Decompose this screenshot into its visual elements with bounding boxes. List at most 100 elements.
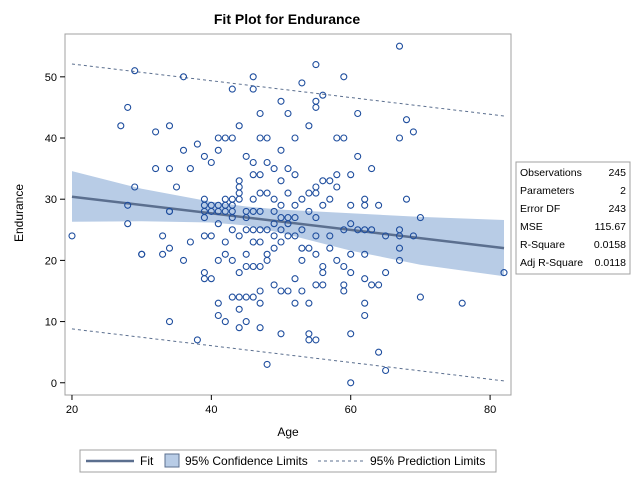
data-point	[242, 152, 250, 160]
data-point	[305, 336, 313, 344]
data-point	[340, 134, 348, 142]
data-point	[361, 201, 369, 209]
data-point	[186, 165, 194, 173]
data-point	[152, 128, 160, 136]
data-point	[270, 281, 278, 289]
data-point	[179, 256, 188, 264]
data-point	[326, 195, 334, 203]
data-point	[235, 232, 243, 240]
data-point	[354, 226, 362, 234]
data-point	[375, 201, 383, 209]
data-point	[263, 226, 271, 234]
data-point	[382, 366, 390, 375]
data-point	[249, 262, 257, 271]
data-point	[214, 146, 222, 154]
data-point	[319, 177, 327, 185]
data-point	[242, 226, 250, 234]
data-point	[284, 189, 292, 197]
data-point	[221, 318, 229, 326]
data-point	[228, 85, 236, 93]
data-point	[207, 158, 215, 167]
data-point	[354, 109, 362, 118]
data-point	[298, 287, 306, 295]
data-point	[291, 171, 299, 179]
legend-confidence-swatch	[164, 453, 180, 468]
data-point	[165, 244, 174, 252]
data-point	[305, 207, 313, 215]
data-point	[256, 226, 264, 234]
legend: Fit 95% Confidence Limits 95% Prediction…	[79, 449, 497, 473]
data-point	[200, 152, 208, 160]
data-point	[368, 281, 376, 289]
data-point	[326, 232, 334, 240]
data-point	[409, 128, 417, 136]
data-point	[138, 250, 146, 258]
y-axis-label: Endurance	[12, 184, 26, 242]
data-point	[291, 299, 299, 307]
data-point	[256, 238, 264, 246]
data-point	[200, 232, 208, 240]
data-point	[249, 238, 257, 246]
y-tick-label: 10	[45, 317, 57, 329]
data-point	[305, 244, 313, 252]
data-point	[256, 262, 264, 271]
data-point	[347, 330, 355, 338]
data-point	[382, 269, 390, 277]
data-point	[291, 134, 299, 142]
data-point	[249, 293, 257, 301]
data-point	[361, 250, 369, 258]
legend-prediction-label: 95% Prediction Limits	[370, 454, 485, 468]
data-point	[382, 232, 390, 240]
data-point	[298, 244, 306, 252]
data-point	[270, 165, 278, 173]
data-point	[249, 158, 257, 167]
data-point	[500, 269, 508, 277]
data-point	[124, 201, 132, 209]
data-point	[291, 275, 299, 283]
data-point	[340, 262, 348, 271]
data-point	[263, 158, 271, 167]
data-point	[312, 336, 320, 344]
data-point	[277, 287, 285, 295]
data-point	[256, 287, 264, 295]
data-point	[270, 220, 278, 228]
data-point	[256, 299, 264, 307]
data-point	[249, 207, 257, 215]
data-point	[347, 250, 355, 258]
data-point	[395, 42, 404, 50]
data-point	[200, 214, 208, 222]
data-point	[242, 214, 250, 222]
data-point	[333, 171, 341, 179]
data-point	[270, 195, 278, 203]
data-point	[319, 269, 327, 277]
data-point	[242, 293, 250, 301]
upper-prediction-limit	[71, 63, 505, 117]
data-point	[193, 140, 201, 148]
data-point	[368, 165, 376, 173]
data-point	[256, 324, 264, 332]
data-point	[207, 275, 215, 283]
data-point	[214, 299, 222, 307]
data-point	[249, 195, 257, 203]
data-point	[298, 256, 306, 264]
stat-value: 243	[608, 203, 626, 215]
data-point	[235, 195, 243, 203]
data-point	[242, 318, 250, 326]
data-point	[395, 244, 404, 252]
data-point	[326, 177, 334, 185]
data-point	[361, 299, 369, 307]
data-point	[117, 122, 125, 130]
stat-label: Observations	[520, 167, 582, 179]
stat-label: MSE	[520, 221, 543, 233]
data-point	[263, 189, 271, 197]
data-point	[402, 116, 411, 124]
x-axis-label: Age	[277, 425, 299, 439]
stat-value: 0.0118	[595, 257, 626, 269]
data-point	[68, 232, 76, 240]
y-tick-label: 50	[45, 72, 57, 84]
data-point	[402, 195, 411, 203]
x-tick-label: 60	[345, 404, 357, 416]
stats-frame	[515, 161, 631, 275]
